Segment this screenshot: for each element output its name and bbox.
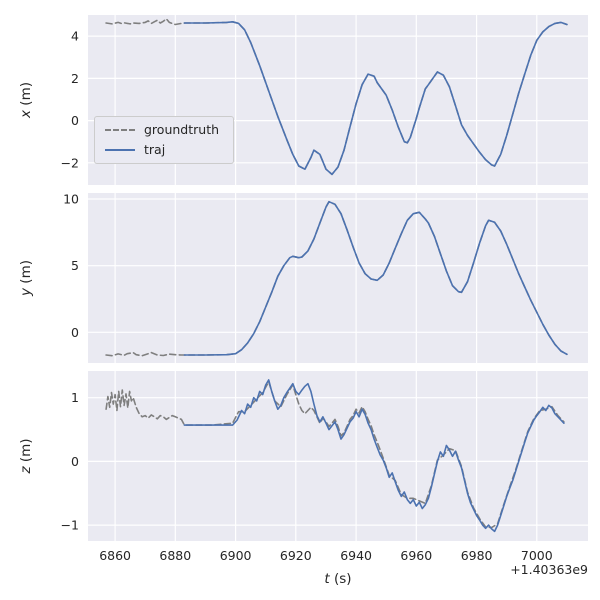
- solid-line-sample: [105, 148, 135, 151]
- svg-text:0: 0: [71, 454, 79, 469]
- svg-text:5: 5: [71, 258, 79, 273]
- svg-text:z (m): z (m): [18, 438, 34, 474]
- legend: groundtruth traj: [94, 116, 235, 164]
- dashed-line-sample: [105, 129, 135, 132]
- svg-text:6960: 6960: [400, 548, 432, 563]
- svg-text:t (s): t (s): [324, 571, 351, 587]
- svg-text:−1: −1: [61, 518, 79, 533]
- svg-text:6980: 6980: [461, 548, 493, 563]
- svg-text:10: 10: [63, 192, 79, 207]
- svg-text:y (m): y (m): [18, 260, 34, 297]
- svg-text:6940: 6940: [340, 548, 372, 563]
- svg-text:1: 1: [71, 390, 79, 405]
- svg-text:−2: −2: [61, 155, 79, 170]
- svg-text:6880: 6880: [159, 548, 191, 563]
- svg-text:4: 4: [71, 29, 79, 44]
- legend-label-traj: traj: [144, 141, 166, 157]
- legend-item-traj: traj: [105, 141, 219, 157]
- svg-text:6920: 6920: [280, 548, 312, 563]
- svg-text:0: 0: [71, 113, 79, 128]
- svg-text:7000: 7000: [521, 548, 553, 563]
- legend-label-groundtruth: groundtruth: [144, 122, 220, 137]
- svg-text:6860: 6860: [99, 548, 131, 563]
- svg-text:0: 0: [71, 325, 79, 340]
- legend-item-groundtruth: groundtruth: [105, 122, 220, 137]
- svg-text:+1.40363e9: +1.40363e9: [510, 562, 588, 577]
- svg-text:6900: 6900: [220, 548, 252, 563]
- svg-text:x (m): x (m): [18, 82, 34, 119]
- svg-text:2: 2: [71, 71, 79, 86]
